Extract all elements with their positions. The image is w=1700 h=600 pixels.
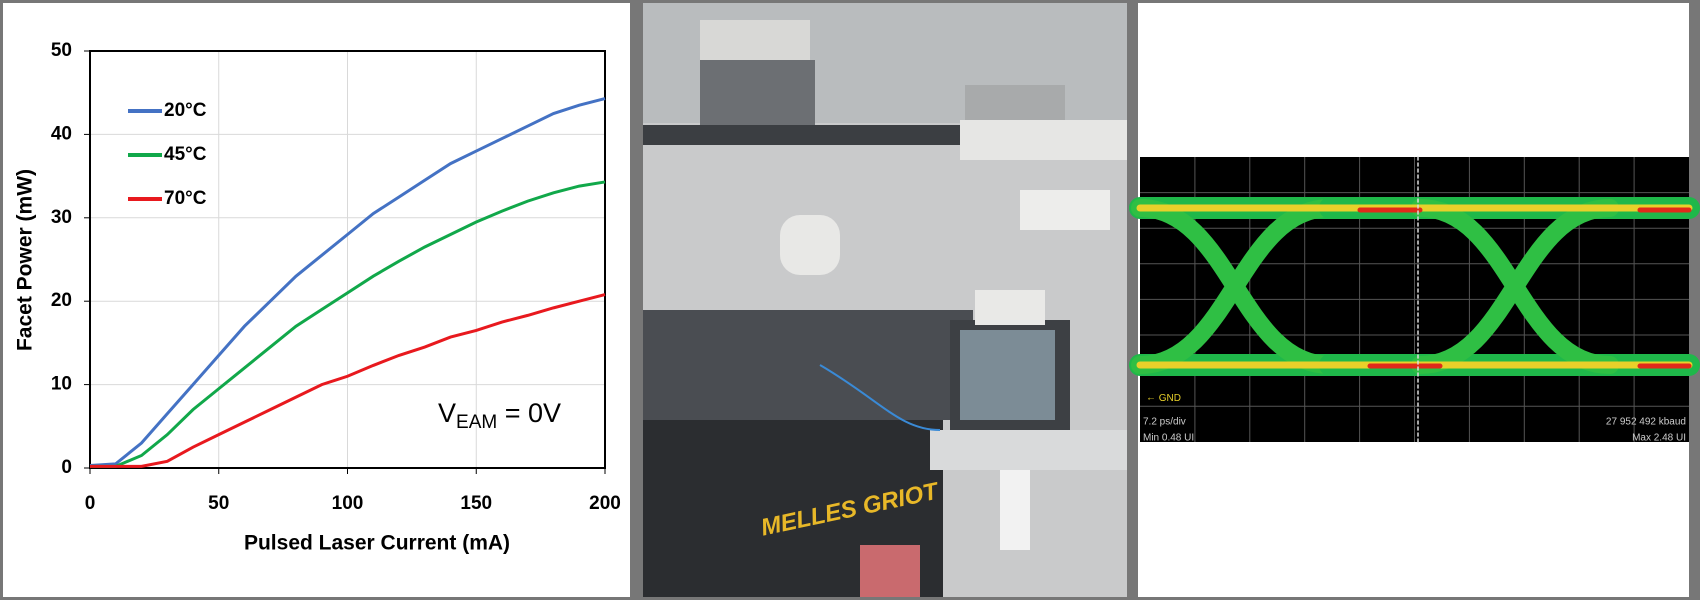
rate-label: 27 952 492 kbaud — [1606, 417, 1686, 428]
x-tick-label: 50 — [208, 493, 229, 514]
y-tick-label: 30 — [51, 207, 72, 228]
chart-panel — [3, 3, 630, 597]
x-tick-label: 0 — [85, 493, 96, 514]
min-label: Min 0.48 UI — [1143, 433, 1194, 444]
y-axis-label: Facet Power (mW) — [14, 169, 37, 351]
legend-label: 20°C — [164, 100, 207, 121]
x-tick-label: 150 — [460, 493, 492, 514]
x-tick-label: 100 — [332, 493, 364, 514]
y-tick-label: 50 — [51, 40, 72, 61]
chart: 0 50 100 150 200 0 10 20 30 40 50 20°C 45°C 70°C — [51, 40, 621, 514]
photo: MELLES GRIOT — [643, 3, 1127, 597]
x-tick-label: 200 — [589, 493, 621, 514]
annotation: VEAM = 0V — [438, 398, 561, 433]
eye-diagram: ← GND 7.2 ps/div Min 0.48 UI 27 952 492 … — [1129, 3, 1700, 597]
scale-label: 7.2 ps/div — [1143, 417, 1186, 428]
data-line — [89, 97, 606, 467]
y-tick-label: 0 — [61, 457, 72, 478]
y-tick-label: 10 — [51, 374, 72, 395]
legend-label: 70°C — [164, 188, 207, 209]
data-line — [90, 180, 606, 468]
plot-border — [89, 50, 606, 469]
x-axis-label: Pulsed Laser Current (mA) — [244, 532, 510, 555]
data-line — [90, 293, 606, 468]
legend-label: 45°C — [164, 144, 207, 165]
y-tick-label: 40 — [51, 123, 72, 144]
max-label: Max 2.48 UI — [1632, 433, 1686, 444]
gnd-label: ← GND — [1146, 393, 1181, 404]
y-tick-label: 20 — [51, 290, 72, 311]
